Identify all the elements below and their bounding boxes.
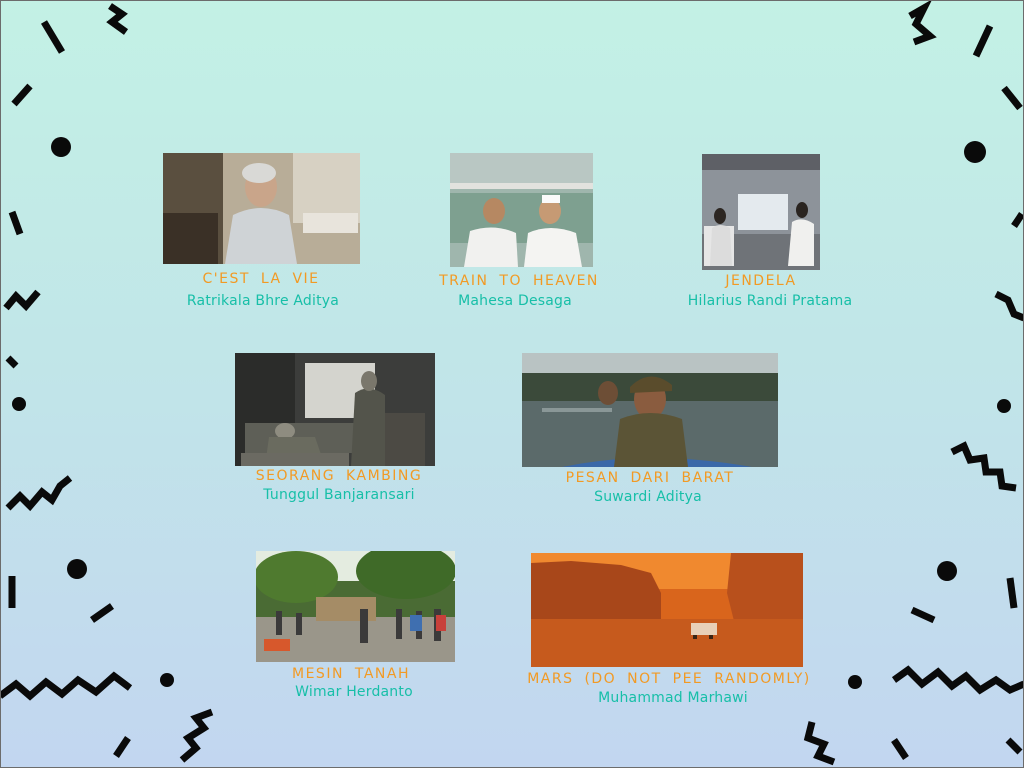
dash-shape [891,738,909,760]
film-title[interactable]: C'EST LA VIE [202,271,320,287]
film-title[interactable]: TRAIN TO HEAVEN [439,273,599,289]
film-title[interactable]: MESIN TANAH [292,666,410,682]
dash-shape [40,20,66,54]
zigzag-shape [950,441,1017,492]
dash-shape [89,603,115,623]
dash-shape [11,83,33,107]
dot-shape [997,399,1011,413]
film-director: Tunggul Banjaransari [263,487,415,503]
zigzag-shape [179,708,214,763]
film-thumbnail-mars[interactable] [531,553,803,667]
film-thumbnail-train-to-heaven[interactable] [450,153,593,267]
dot-shape [160,673,174,687]
film-title[interactable]: MARS (DO NOT PEE RANDOMLY) [527,671,811,687]
dot-shape [67,559,87,579]
dot-shape [12,397,26,411]
zigzag-shape [5,475,73,512]
film-director: Wimar Herdanto [295,684,413,700]
film-thumbnail-jendela[interactable] [702,154,820,270]
zigzag-shape [908,0,937,46]
dash-shape [8,210,24,236]
film-director: Muhammad Marhawi [598,690,748,706]
dash-shape [113,736,131,758]
dash-shape [1011,212,1024,228]
film-director: Mahesa Desaga [458,293,572,309]
dash-shape [972,24,994,58]
zigzag-shape [0,671,133,701]
film-title[interactable]: JENDELA [725,273,797,289]
film-director: Hilarius Randi Pratama [687,293,853,309]
dot-shape [964,141,986,163]
dot-shape [937,561,957,581]
dash-shape [910,606,936,624]
zigzag-shape [891,665,1024,695]
dash-shape [5,355,19,369]
film-title[interactable]: PESAN DARI BARAT [565,470,735,486]
film-thumbnail-seorang-kambing[interactable] [235,353,435,466]
film-thumbnail-pesan-dari-barat[interactable] [522,353,778,467]
dot-shape [51,137,71,157]
zigzag-shape [106,3,129,35]
zigzag-shape [3,289,41,312]
film-title[interactable]: SEORANG KAMBING [255,468,423,484]
dash-shape [1001,85,1023,111]
film-director: Suwardi Aditya [594,489,702,505]
dash-shape [1006,577,1018,609]
film-thumbnail-cest-la-vie[interactable] [163,153,360,264]
zigzag-shape [994,290,1024,322]
film-thumbnail-mesin-tanah[interactable] [256,551,455,662]
dot-shape [848,675,862,689]
dash-shape [1005,737,1023,755]
film-director: Ratrikala Bhre Aditya [186,293,340,309]
zigzag-shape [803,721,836,766]
